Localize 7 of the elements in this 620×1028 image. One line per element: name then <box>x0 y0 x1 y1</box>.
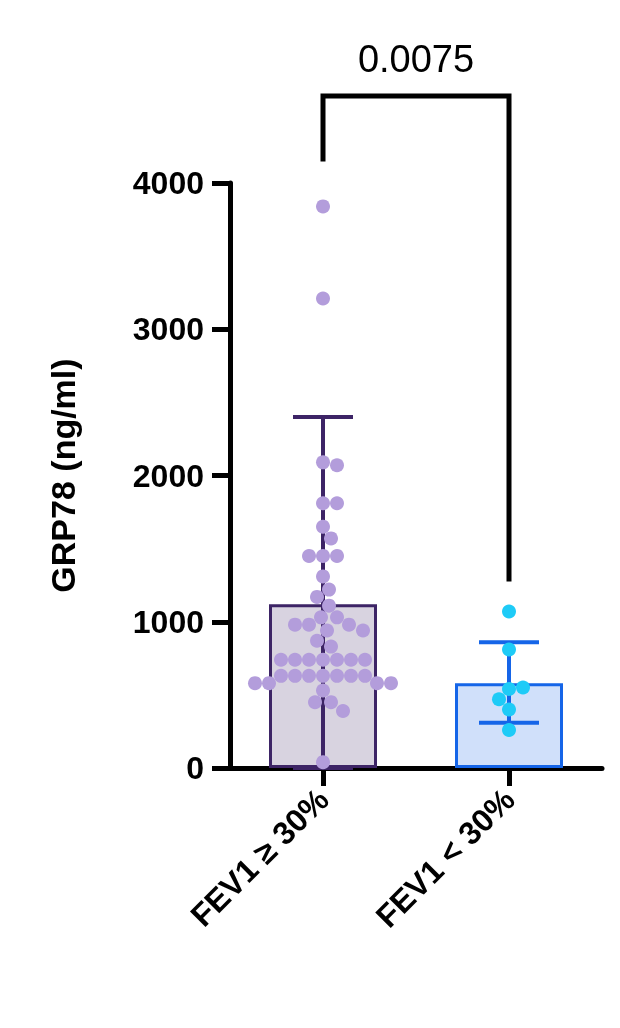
y-axis-title: GRP78 (ng/ml) <box>44 358 82 593</box>
y-tick-label: 2000 <box>132 457 204 494</box>
y-tick-label: 4000 <box>132 165 204 201</box>
y-tick-label: 3000 <box>132 311 204 348</box>
y-tick-label: 0 <box>186 750 204 786</box>
text: 0.0075 <box>357 38 475 80</box>
y-tick-label: 1000 <box>132 603 204 640</box>
